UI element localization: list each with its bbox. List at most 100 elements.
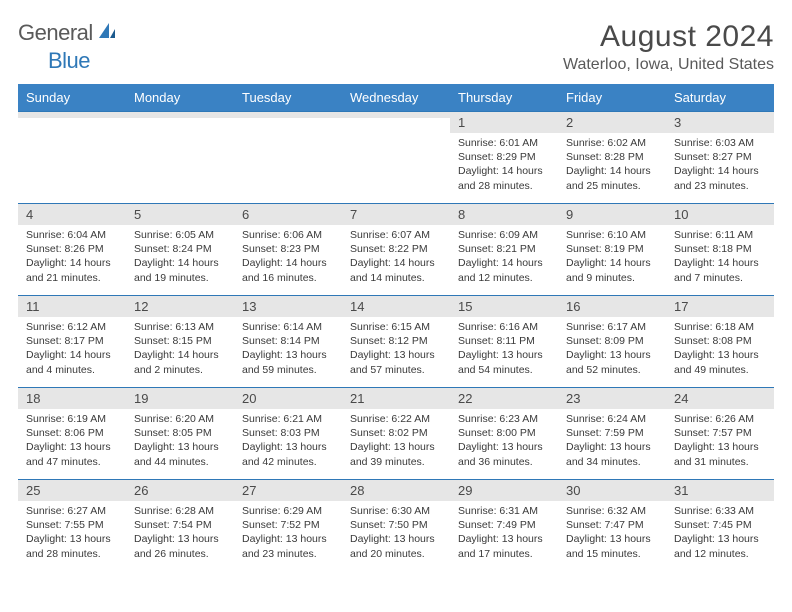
calendar-cell: 7Sunrise: 6:07 AMSunset: 8:22 PMDaylight… (342, 203, 450, 295)
day-line: Daylight: 13 hours (242, 440, 334, 454)
day-data: Sunrise: 6:09 AMSunset: 8:21 PMDaylight:… (450, 225, 558, 291)
day-number: 9 (558, 204, 666, 225)
day-data: Sunrise: 6:32 AMSunset: 7:47 PMDaylight:… (558, 501, 666, 567)
calendar-cell: 21Sunrise: 6:22 AMSunset: 8:02 PMDayligh… (342, 387, 450, 479)
day-line: Daylight: 14 hours (566, 164, 658, 178)
day-line: Sunrise: 6:32 AM (566, 504, 658, 518)
dayname: Saturday (666, 84, 774, 111)
location: Waterloo, Iowa, United States (563, 56, 774, 74)
day-line: Sunset: 7:47 PM (566, 518, 658, 532)
day-number: 1 (450, 112, 558, 133)
calendar-cell: 12Sunrise: 6:13 AMSunset: 8:15 PMDayligh… (126, 295, 234, 387)
day-line: Sunrise: 6:29 AM (242, 504, 334, 518)
day-data: Sunrise: 6:16 AMSunset: 8:11 PMDaylight:… (450, 317, 558, 383)
day-line: Sunset: 8:11 PM (458, 334, 550, 348)
day-line: and 4 minutes. (26, 363, 118, 377)
day-line: Daylight: 14 hours (26, 256, 118, 270)
month-title: August 2024 (563, 20, 774, 54)
day-line: Daylight: 14 hours (458, 256, 550, 270)
day-line: Sunset: 7:55 PM (26, 518, 118, 532)
day-line: Daylight: 13 hours (566, 532, 658, 546)
logo-text-2: Blue (48, 48, 90, 73)
day-line: Sunset: 8:09 PM (566, 334, 658, 348)
day-data: Sunrise: 6:15 AMSunset: 8:12 PMDaylight:… (342, 317, 450, 383)
sail-icon (97, 21, 117, 46)
day-data: Sunrise: 6:04 AMSunset: 8:26 PMDaylight:… (18, 225, 126, 291)
day-number: 24 (666, 388, 774, 409)
day-number: 7 (342, 204, 450, 225)
day-line: Sunrise: 6:13 AM (134, 320, 226, 334)
calendar-table: Sunday Monday Tuesday Wednesday Thursday… (18, 84, 774, 571)
day-data: Sunrise: 6:26 AMSunset: 7:57 PMDaylight:… (666, 409, 774, 475)
day-line: Sunrise: 6:17 AM (566, 320, 658, 334)
calendar-cell: 9Sunrise: 6:10 AMSunset: 8:19 PMDaylight… (558, 203, 666, 295)
day-data: Sunrise: 6:20 AMSunset: 8:05 PMDaylight:… (126, 409, 234, 475)
day-number: 4 (18, 204, 126, 225)
day-number: 15 (450, 296, 558, 317)
day-line: Sunset: 8:27 PM (674, 150, 766, 164)
calendar-cell: 27Sunrise: 6:29 AMSunset: 7:52 PMDayligh… (234, 479, 342, 571)
day-line: and 14 minutes. (350, 271, 442, 285)
day-line: Daylight: 13 hours (350, 532, 442, 546)
calendar-cell: 20Sunrise: 6:21 AMSunset: 8:03 PMDayligh… (234, 387, 342, 479)
day-line: and 9 minutes. (566, 271, 658, 285)
day-number: 8 (450, 204, 558, 225)
day-line: Sunset: 8:26 PM (26, 242, 118, 256)
day-data: Sunrise: 6:01 AMSunset: 8:29 PMDaylight:… (450, 133, 558, 199)
day-number: 3 (666, 112, 774, 133)
calendar-cell: 19Sunrise: 6:20 AMSunset: 8:05 PMDayligh… (126, 387, 234, 479)
day-data: Sunrise: 6:24 AMSunset: 7:59 PMDaylight:… (558, 409, 666, 475)
calendar-cell: 15Sunrise: 6:16 AMSunset: 8:11 PMDayligh… (450, 295, 558, 387)
day-data: Sunrise: 6:29 AMSunset: 7:52 PMDaylight:… (234, 501, 342, 567)
dayname: Sunday (18, 84, 126, 111)
day-line: and 39 minutes. (350, 455, 442, 469)
day-data: Sunrise: 6:03 AMSunset: 8:27 PMDaylight:… (666, 133, 774, 199)
day-number: 12 (126, 296, 234, 317)
day-data: Sunrise: 6:05 AMSunset: 8:24 PMDaylight:… (126, 225, 234, 291)
day-number: 23 (558, 388, 666, 409)
day-line: Sunset: 8:06 PM (26, 426, 118, 440)
calendar-cell: 29Sunrise: 6:31 AMSunset: 7:49 PMDayligh… (450, 479, 558, 571)
calendar-cell: 22Sunrise: 6:23 AMSunset: 8:00 PMDayligh… (450, 387, 558, 479)
dayname: Tuesday (234, 84, 342, 111)
day-line: Daylight: 13 hours (674, 532, 766, 546)
day-line: and 2 minutes. (134, 363, 226, 377)
day-line: and 28 minutes. (458, 179, 550, 193)
day-line: Sunrise: 6:10 AM (566, 228, 658, 242)
day-line: Daylight: 13 hours (134, 440, 226, 454)
day-line: and 20 minutes. (350, 547, 442, 561)
day-line: Sunset: 8:00 PM (458, 426, 550, 440)
calendar-cell: 2Sunrise: 6:02 AMSunset: 8:28 PMDaylight… (558, 111, 666, 203)
day-line: and 49 minutes. (674, 363, 766, 377)
day-data: Sunrise: 6:18 AMSunset: 8:08 PMDaylight:… (666, 317, 774, 383)
day-number: 5 (126, 204, 234, 225)
day-data: Sunrise: 6:31 AMSunset: 7:49 PMDaylight:… (450, 501, 558, 567)
day-line: Sunset: 8:05 PM (134, 426, 226, 440)
day-line: and 25 minutes. (566, 179, 658, 193)
day-number: 16 (558, 296, 666, 317)
day-line: Daylight: 14 hours (566, 256, 658, 270)
calendar-cell: 31Sunrise: 6:33 AMSunset: 7:45 PMDayligh… (666, 479, 774, 571)
calendar-cell: 13Sunrise: 6:14 AMSunset: 8:14 PMDayligh… (234, 295, 342, 387)
day-data: Sunrise: 6:02 AMSunset: 8:28 PMDaylight:… (558, 133, 666, 199)
day-number: 25 (18, 480, 126, 501)
day-line: Daylight: 14 hours (674, 256, 766, 270)
calendar-week: 25 Sunrise: 6:27 AMSunset: 7:55 PM Dayligh… (18, 479, 774, 571)
day-line: and 36 minutes. (458, 455, 550, 469)
day-line: Daylight: 14 hours (242, 256, 334, 270)
day-data: Sunrise: 6:12 AMSunset: 8:17 PMDaylight:… (18, 317, 126, 383)
day-number: 26 (126, 480, 234, 501)
day-line: Sunrise: 6:21 AM (242, 412, 334, 426)
day-line: and 52 minutes. (566, 363, 658, 377)
day-line: Sunrise: 6:11 AM (674, 228, 766, 242)
day-line: Sunrise: 6:09 AM (458, 228, 550, 242)
day-data (342, 118, 450, 127)
day-data: Sunrise: 6:22 AMSunset: 8:02 PMDaylight:… (342, 409, 450, 475)
day-data: Sunrise: 6:07 AMSunset: 8:22 PMDaylight:… (342, 225, 450, 291)
day-line: Sunset: 8:23 PM (242, 242, 334, 256)
calendar-cell: 25Sunrise: 6:27 AMSunset: 7:55 PMDayligh… (18, 479, 126, 571)
day-line: Sunset: 8:22 PM (350, 242, 442, 256)
day-line: and 47 minutes. (26, 455, 118, 469)
day-line: Sunrise: 6:27 AM (26, 504, 118, 518)
calendar-week: 18Sunrise: 6:19 AMSunset: 8:06 PMDayligh… (18, 387, 774, 479)
